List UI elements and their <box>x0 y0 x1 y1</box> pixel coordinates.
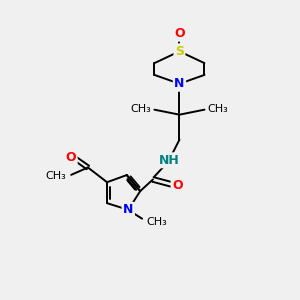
Text: N: N <box>174 77 184 90</box>
Text: CH₃: CH₃ <box>131 104 152 114</box>
Text: CH₃: CH₃ <box>46 171 66 181</box>
Text: O: O <box>174 27 185 40</box>
Text: O: O <box>65 151 76 164</box>
Text: S: S <box>175 45 184 58</box>
Text: NH: NH <box>159 154 179 167</box>
Text: CH₃: CH₃ <box>207 104 228 114</box>
Text: O: O <box>172 179 183 192</box>
Text: N: N <box>123 203 134 216</box>
Text: CH₃: CH₃ <box>146 217 167 226</box>
